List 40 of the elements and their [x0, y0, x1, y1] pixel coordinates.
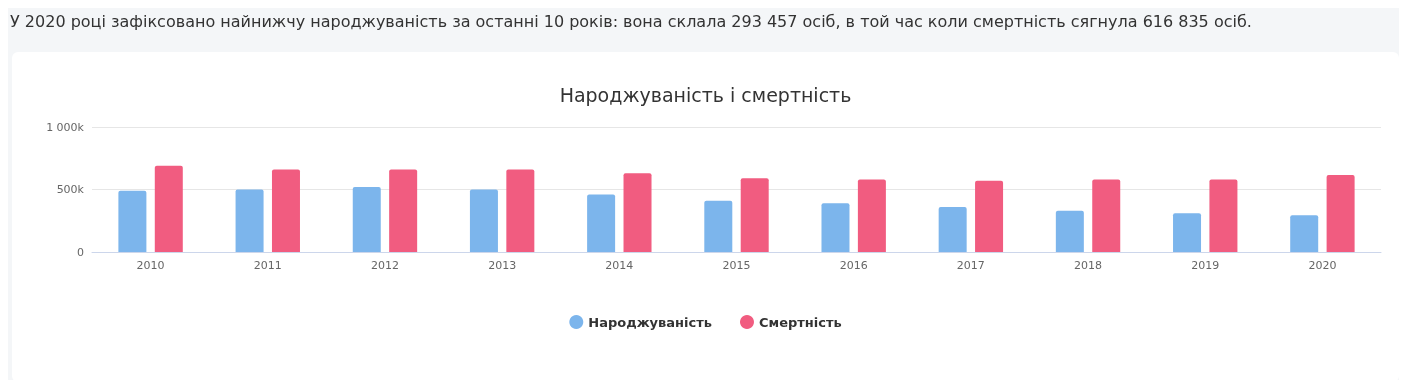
- bar: [1209, 179, 1238, 252]
- y-tick-label: 0: [77, 245, 84, 259]
- bar: [1290, 215, 1319, 252]
- x-tick-label: 2020: [1308, 259, 1337, 272]
- y-tick-label: 1 000k: [46, 120, 85, 134]
- bar: [587, 194, 616, 252]
- bar: [821, 203, 850, 252]
- y-tick-label: 500k: [56, 183, 85, 196]
- bar: [975, 180, 1004, 252]
- bar: [235, 189, 264, 252]
- bar: [623, 173, 652, 252]
- x-tick-label: 2013: [488, 259, 517, 272]
- legend-label: Смертність: [758, 314, 842, 330]
- x-tick-label: 2010: [136, 259, 165, 272]
- bar: [352, 187, 381, 252]
- bar: [857, 179, 886, 252]
- bar: [271, 169, 300, 252]
- bar: [1326, 174, 1355, 252]
- chart-title: Народжуваність і смертність: [559, 83, 852, 106]
- x-tick-label: 2012: [370, 259, 399, 272]
- bar: [704, 200, 733, 252]
- x-tick-label: 2018: [1074, 259, 1103, 272]
- x-tick-label: 2017: [956, 259, 985, 272]
- x-tick-label: 2019: [1191, 259, 1220, 272]
- bar: [1055, 210, 1084, 252]
- bar: [389, 169, 418, 252]
- x-tick-label: 2011: [253, 259, 282, 272]
- bar: [938, 207, 967, 252]
- bar: [506, 169, 535, 252]
- text: У 2020 році зафіксовано найнижчу народжуваність за останні 10 років: вона склала 293 457 осіб, в той час коли смертність сягнула 616 835 осіб.: [9, 11, 1253, 33]
- bar: [1173, 213, 1202, 252]
- bar: [469, 189, 498, 252]
- x-tick-label: 2015: [722, 259, 751, 272]
- x-tick-label: 2016: [839, 259, 868, 272]
- bar: [740, 178, 769, 252]
- bar: [118, 190, 147, 252]
- legend-label: Народжуваність: [588, 314, 712, 330]
- x-tick-label: 2014: [605, 259, 634, 272]
- bar: [1092, 179, 1121, 252]
- bar: [154, 165, 183, 252]
